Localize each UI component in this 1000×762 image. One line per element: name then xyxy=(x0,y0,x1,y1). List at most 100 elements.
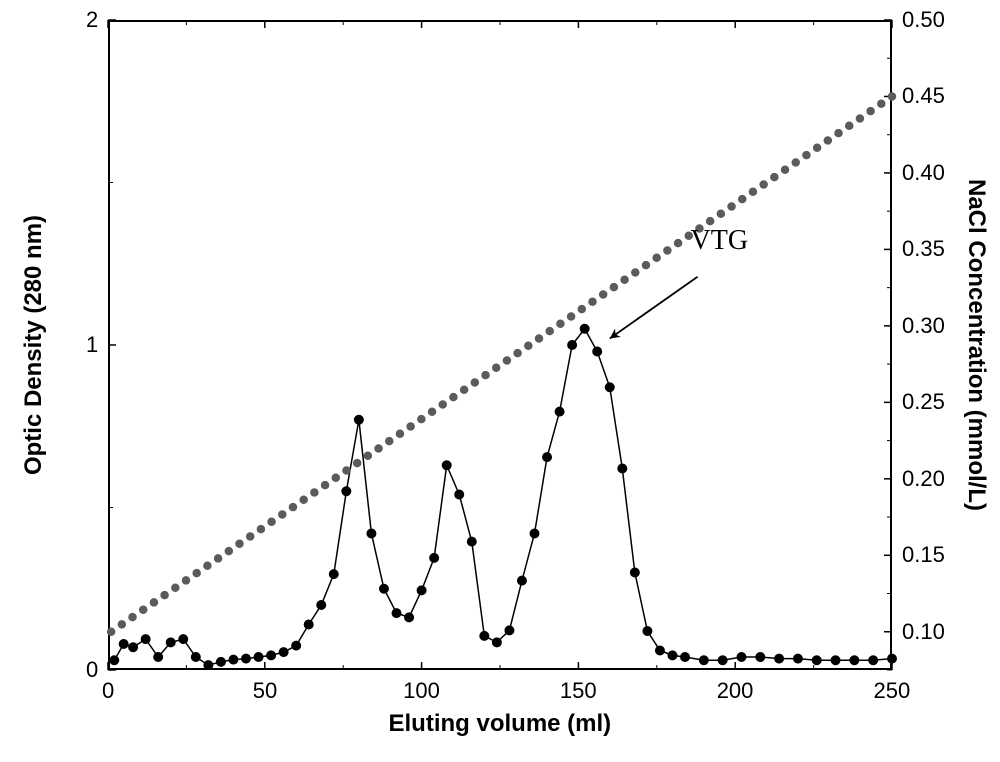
nacl-marker xyxy=(279,511,287,519)
nacl-marker xyxy=(129,613,137,621)
nacl-marker xyxy=(674,239,682,247)
nacl-marker xyxy=(428,408,436,416)
nacl-marker xyxy=(236,540,244,548)
vtg-annotation: VTG xyxy=(691,225,749,257)
od-marker xyxy=(467,537,476,546)
od-marker xyxy=(292,641,301,650)
nacl-marker xyxy=(375,445,383,453)
nacl-marker xyxy=(482,371,490,379)
nacl-marker xyxy=(311,489,319,497)
od-marker xyxy=(166,638,175,647)
nacl-marker xyxy=(492,364,500,372)
od-marker xyxy=(655,646,664,655)
od-marker xyxy=(630,568,639,577)
od-marker xyxy=(392,609,401,618)
y-right-tick-label: 0.50 xyxy=(902,7,945,33)
y-right-tick-label: 0.40 xyxy=(902,160,945,186)
y-right-tick-label: 0.15 xyxy=(902,542,945,568)
nacl-marker xyxy=(418,415,426,423)
od-marker xyxy=(737,653,746,662)
od-marker xyxy=(110,656,119,665)
y-left-tick-label: 1 xyxy=(86,332,98,358)
nacl-marker xyxy=(535,335,543,343)
nacl-marker xyxy=(471,379,479,387)
od-marker xyxy=(505,626,514,635)
nacl-marker xyxy=(246,533,254,541)
x-tick-label: 100 xyxy=(403,678,440,704)
nacl-marker xyxy=(172,584,180,592)
nacl-marker xyxy=(599,291,607,299)
nacl-marker xyxy=(150,599,158,607)
nacl-marker xyxy=(353,459,361,467)
od-marker xyxy=(279,648,288,657)
od-marker xyxy=(317,601,326,610)
nacl-marker xyxy=(792,159,800,167)
od-marker xyxy=(543,453,552,462)
nacl-marker xyxy=(888,93,896,101)
nacl-marker xyxy=(450,393,458,401)
od-marker xyxy=(342,487,351,496)
x-tick-label: 150 xyxy=(560,678,597,704)
nacl-marker xyxy=(589,298,597,306)
nacl-marker xyxy=(514,349,522,357)
nacl-marker xyxy=(193,569,201,577)
od-marker xyxy=(191,653,200,662)
y-left-tick-label: 2 xyxy=(86,7,98,33)
y-left-tick-label: 0 xyxy=(86,657,98,683)
od-marker xyxy=(869,656,878,665)
nacl-marker xyxy=(803,151,811,159)
nacl-marker xyxy=(567,313,575,321)
nacl-marker xyxy=(738,195,746,203)
od-marker xyxy=(480,631,489,640)
od-marker xyxy=(367,529,376,538)
vtg-arrow xyxy=(610,277,698,339)
od-marker xyxy=(417,586,426,595)
nacl-marker xyxy=(845,122,853,130)
od-marker xyxy=(119,640,128,649)
x-tick-label: 250 xyxy=(874,678,911,704)
od-marker xyxy=(605,383,614,392)
y-right-tick-label: 0.35 xyxy=(902,236,945,262)
nacl-marker xyxy=(546,327,554,335)
od-marker xyxy=(812,656,821,665)
od-marker xyxy=(618,464,627,473)
nacl-marker xyxy=(268,518,276,526)
od-marker xyxy=(793,654,802,663)
od-marker xyxy=(430,553,439,562)
nacl-marker xyxy=(396,430,404,438)
nacl-marker xyxy=(182,577,190,585)
od-marker xyxy=(850,656,859,665)
nacl-marker xyxy=(460,386,468,394)
nacl-marker xyxy=(343,467,351,475)
nacl-marker xyxy=(642,261,650,269)
od-marker xyxy=(304,620,313,629)
nacl-marker xyxy=(781,166,789,174)
nacl-marker xyxy=(364,452,372,460)
od-marker xyxy=(154,653,163,662)
nacl-marker xyxy=(728,203,736,211)
od-marker xyxy=(254,653,263,662)
nacl-marker xyxy=(813,144,821,152)
od-marker xyxy=(668,651,677,660)
od-marker xyxy=(831,656,840,665)
nacl-marker xyxy=(525,342,533,350)
nacl-marker xyxy=(257,525,265,533)
od-marker xyxy=(329,570,338,579)
od-line xyxy=(114,329,892,665)
nacl-marker xyxy=(621,276,629,284)
nacl-marker xyxy=(610,283,618,291)
nacl-marker xyxy=(214,555,222,563)
od-marker xyxy=(267,651,276,660)
nacl-marker xyxy=(653,254,661,262)
nacl-marker xyxy=(760,181,768,189)
nacl-marker xyxy=(289,503,297,511)
od-marker xyxy=(204,661,213,670)
od-marker xyxy=(141,635,150,644)
y-right-tick-label: 0.10 xyxy=(902,619,945,645)
od-marker xyxy=(699,656,708,665)
nacl-marker xyxy=(407,423,415,431)
nacl-marker xyxy=(664,247,672,255)
y-right-tick-label: 0.25 xyxy=(902,389,945,415)
od-marker xyxy=(568,341,577,350)
od-marker xyxy=(530,529,539,538)
